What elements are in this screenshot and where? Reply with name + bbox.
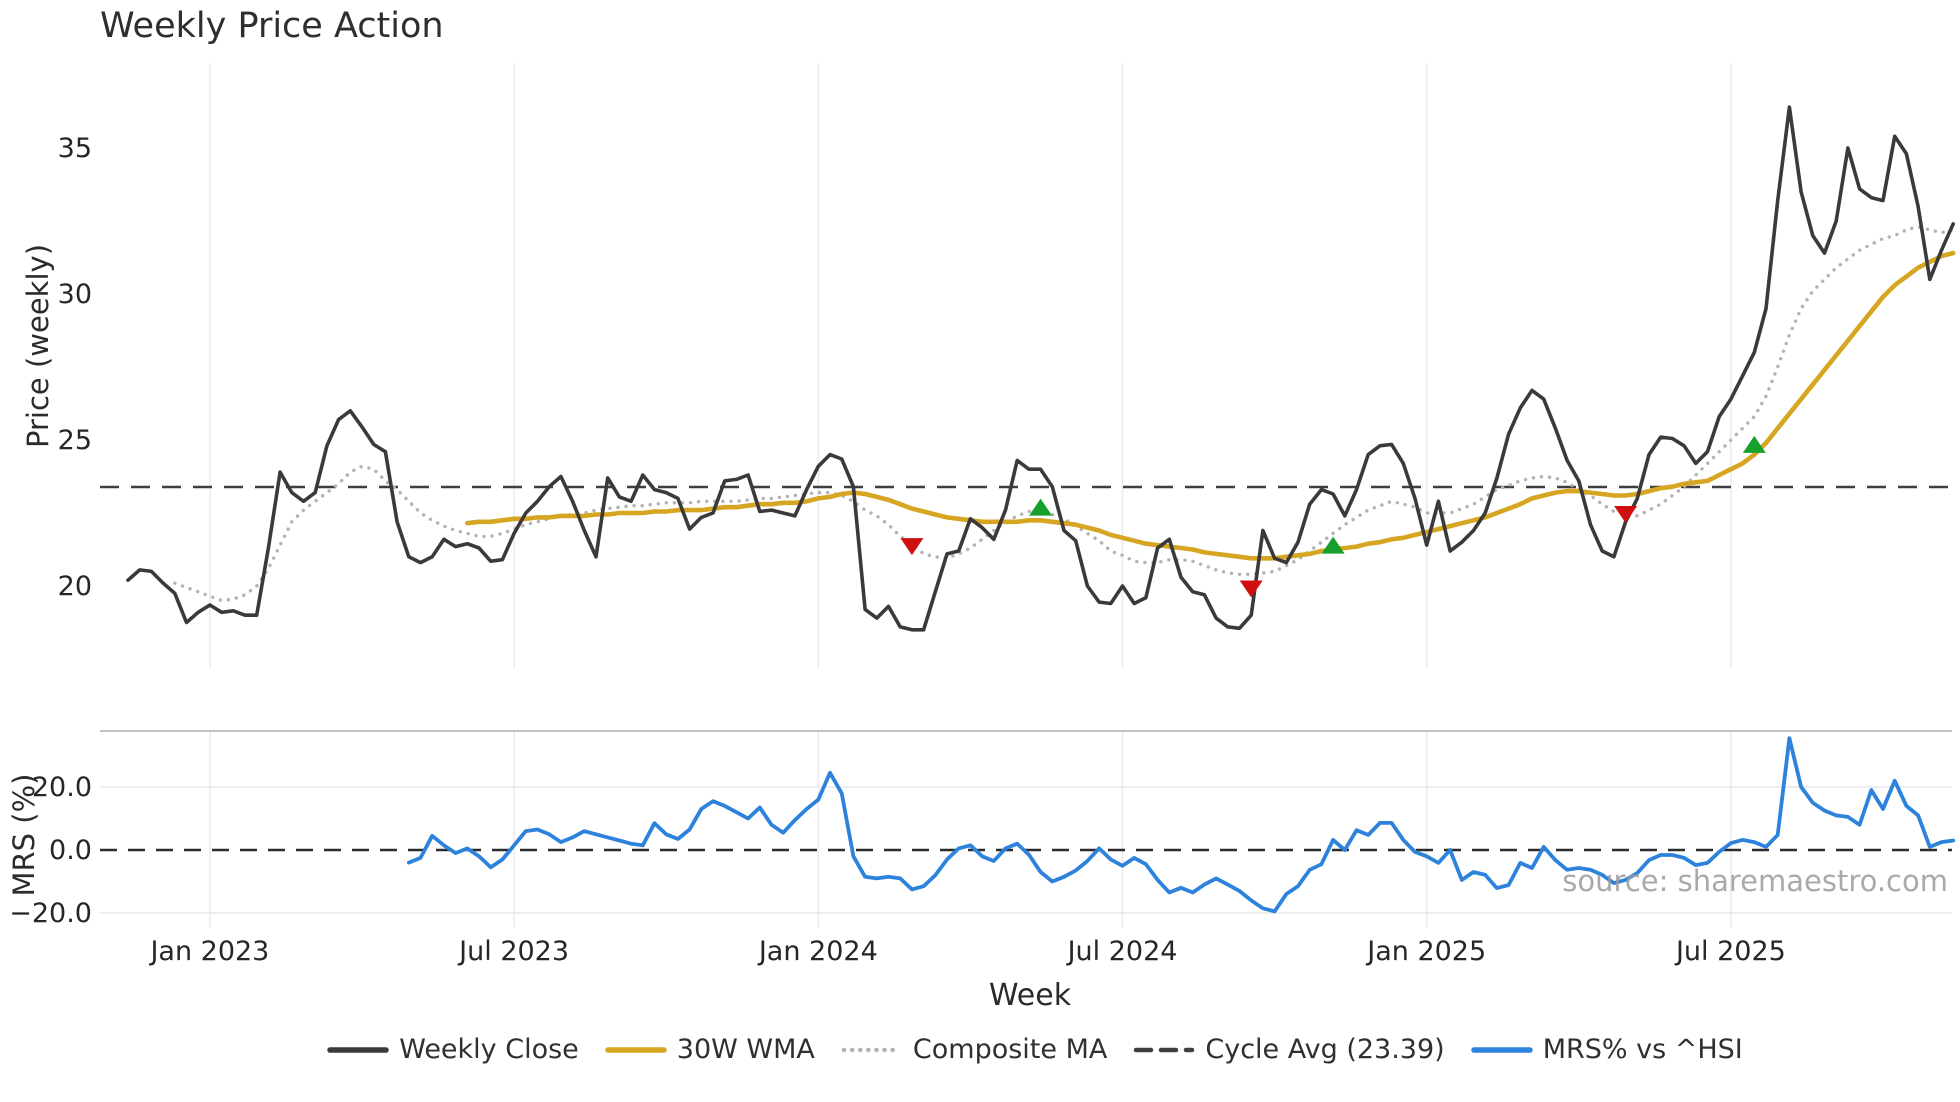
weekly-close-line [126,105,1955,632]
mrs-y-tick-label: 0.0 [49,835,92,866]
legend-swatch-mrs [1470,1046,1533,1053]
sell-signal-marker [900,538,924,556]
mrs-line [406,736,1956,914]
page-title: Weekly Price Action [100,6,444,46]
mrs-y-tick-label: 20.0 [32,772,92,803]
legend-swatch-cycle [1134,1047,1195,1052]
buy-signal-marker [1029,498,1053,516]
x-tick-label: Jan 2023 [148,936,269,967]
buy-signal-marker [1321,536,1345,554]
price-y-tick-label: 30 [58,279,92,310]
mrs-y-axis-label: MRS (%) [7,773,41,897]
legend-item-composite: Composite MA [841,1034,1107,1065]
sell-signal-marker [1614,506,1638,523]
legend-swatch-wma [605,1046,667,1053]
buy-signal-marker [1742,435,1766,453]
price-y-tick-label: 20 [58,571,92,602]
x-tick-label: Jul 2024 [1066,936,1178,967]
legend-label: Composite MA [912,1034,1108,1065]
legend-label: 30W WMA [676,1034,815,1065]
legend-item-close: Weekly Close [327,1034,579,1065]
price-y-tick-label: 35 [58,133,92,164]
legend-item-cycle: Cycle Avg (23.39) [1133,1034,1445,1065]
legend-label: MRS% vs ^HSI [1542,1034,1743,1065]
sell-signal-marker [1239,580,1263,598]
x-tick-label: Jul 2023 [457,936,569,967]
legend: Weekly Close 30W WMA Composite MA Cycle Avg… [0,1034,1960,1065]
x-tick-label: Jul 2025 [1674,936,1786,967]
price-y-tick-label: 25 [58,425,92,456]
x-axis-title: Week [988,978,1072,1013]
source-watermark: source: sharemaestro.com [1562,864,1948,898]
legend-swatch-composite [841,1047,903,1052]
legend-swatch-close [327,1046,389,1053]
x-tick-label: Jan 2024 [757,936,878,967]
legend-label: Weekly Close [399,1034,579,1065]
legend-item-mrs: MRS% vs ^HSI [1470,1034,1743,1065]
mrs-y-tick-label: −20.0 [9,898,92,929]
price-y-axis-label: Price (weekly) [21,243,55,448]
legend-label: Cycle Avg (23.39) [1205,1034,1445,1065]
legend-item-wma: 30W WMA [605,1034,815,1065]
x-tick-label: Jan 2025 [1365,936,1486,967]
